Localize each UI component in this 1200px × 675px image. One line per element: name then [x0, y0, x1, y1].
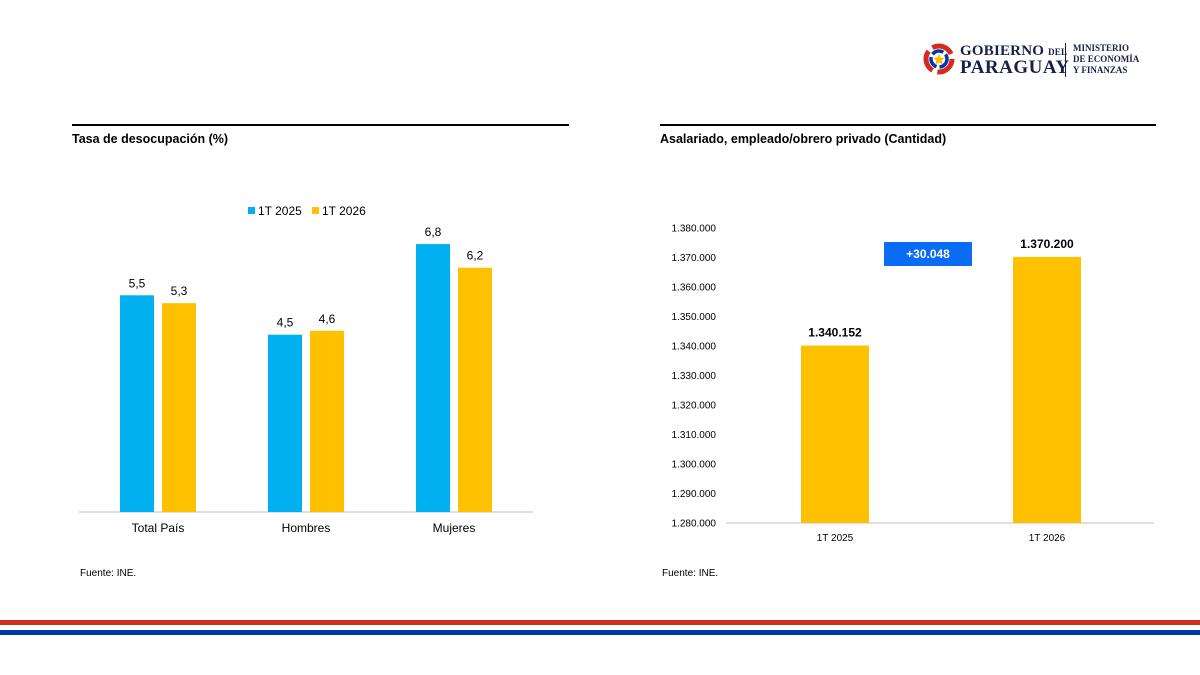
right-chart-title: Asalariado, empleado/obrero privado (Can… [660, 132, 947, 146]
y-tick-label-7: 1.340.000 [672, 342, 717, 353]
data-label-2026-3: 6,2 [467, 249, 484, 263]
data-label-2026-2: 4,6 [319, 312, 336, 326]
y-tick-label-5: 1.320.000 [672, 401, 717, 412]
legend-label-1: 1T 2025 [258, 204, 302, 218]
unemployment-chart: 1T 2025 1T 2026 5,5 5,3 Total País 4,5 4,6 Homb… [79, 204, 533, 535]
x-tick-label-2: Hombres [282, 521, 331, 535]
data-label-1: 1.340.152 [808, 326, 862, 340]
y-tick-label-10: 1.370.000 [672, 253, 717, 264]
delta-badge [884, 242, 972, 266]
logo-text-gobierno: GOBIERNO DEL [960, 43, 1068, 59]
legend-swatch-2 [312, 207, 319, 214]
ministry-name: MINISTERIO DE ECONOMÍA Y FINANZAS [1073, 43, 1140, 75]
bar-2025-1 [120, 295, 154, 512]
legend-swatch-1 [248, 207, 255, 214]
bar-2026-3 [458, 267, 492, 512]
bar-2025-2 [268, 334, 302, 512]
flag-stripe-red [0, 620, 1200, 625]
flag-stripe-blue [0, 630, 1200, 635]
left-source-note: Fuente: INE. [80, 568, 137, 579]
y-tick-label-3: 1.300.000 [672, 460, 717, 471]
bar-2026-2 [310, 330, 344, 512]
bar-1 [801, 345, 869, 523]
legend-label-2: 1T 2026 [322, 204, 366, 218]
right-title-rule [660, 124, 1156, 126]
data-label-2025-3: 6,8 [425, 225, 442, 239]
x-tick-label-3: Mujeres [433, 521, 476, 535]
data-label-2026-1: 5,3 [171, 284, 188, 298]
logo-text-paraguay: PARAGUAY [960, 57, 1070, 78]
y-tick-label-9: 1.360.000 [672, 283, 717, 294]
left-title-rule [72, 124, 569, 126]
right-source-note: Fuente: INE. [662, 568, 719, 579]
bar-2 [1013, 256, 1081, 523]
x-tick-label-1: Total País [132, 521, 185, 535]
private-employees-chart: 1.280.000 1.290.000 1.300.000 1.310.000 1.32… [672, 224, 1154, 544]
data-label-2025-1: 5,5 [129, 276, 146, 290]
government-logo: GOBIERNO DEL PARAGUAY MINISTERIO DE ECON… [922, 40, 1152, 84]
y-tick-label-2: 1.290.000 [672, 489, 717, 500]
bar-2025-3 [416, 244, 450, 512]
y-tick-label-6: 1.330.000 [672, 371, 717, 382]
logo-divider [1065, 43, 1066, 77]
bar-2026-1 [162, 303, 196, 512]
x-tick-label-2: 1T 2026 [1029, 533, 1066, 544]
left-chart-title: Tasa de desocupación (%) [72, 132, 229, 146]
y-tick-label-4: 1.310.000 [672, 430, 717, 441]
data-label-2: 1.370.200 [1020, 237, 1074, 251]
x-tick-label-1: 1T 2025 [817, 533, 854, 544]
delta-label: +30.048 [906, 247, 950, 261]
y-tick-label-11: 1.380.000 [672, 224, 717, 235]
y-tick-label-8: 1.350.000 [672, 312, 717, 323]
flag-stripe-white [0, 625, 1200, 630]
paraguay-emblem-icon [923, 43, 955, 75]
y-tick-label-1: 1.280.000 [672, 519, 717, 530]
data-label-2025-2: 4,5 [277, 316, 294, 330]
